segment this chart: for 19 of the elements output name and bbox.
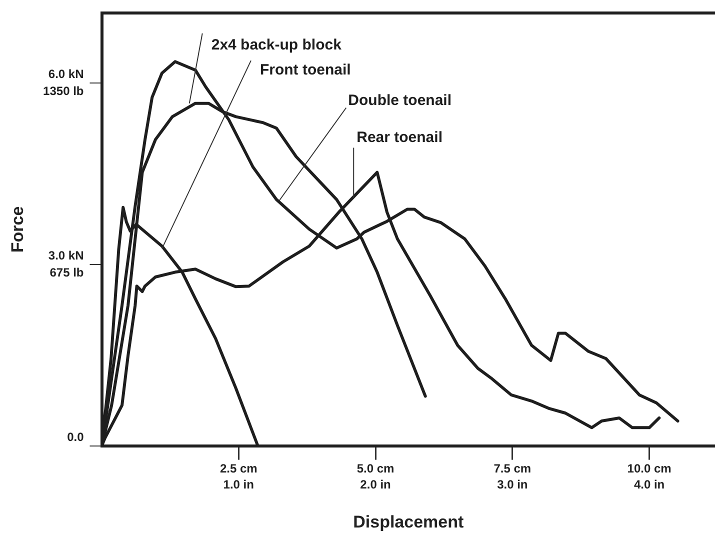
y2-tick-label: 675 lb bbox=[50, 266, 84, 280]
annotation: Double toenail bbox=[348, 92, 452, 109]
y-tick-label: 0.0 bbox=[67, 430, 84, 444]
annotation: Front toenail bbox=[260, 62, 351, 79]
x-tick-label: 10.0 cm bbox=[627, 461, 672, 476]
x2-tick-label: 2.0 in bbox=[360, 478, 391, 492]
x-axis-title: Displacement bbox=[353, 512, 464, 532]
x-tick-label: 5.0 cm bbox=[356, 461, 394, 476]
y2-tick-label: 1350 lb bbox=[43, 84, 84, 98]
y2-axis-title: Force bbox=[8, 206, 27, 253]
y-tick-label: 6.0 kN bbox=[48, 67, 84, 82]
annotation: 2x4 back-up block bbox=[211, 36, 342, 54]
x-tick-label: 2.5 cm bbox=[220, 461, 258, 476]
y-tick-label: 3.0 kN bbox=[48, 248, 84, 263]
x2-tick-label: 1.0 in bbox=[223, 478, 254, 492]
x-tick-label: 7.5 cm bbox=[494, 461, 532, 476]
x2-tick-label: 3.0 in bbox=[497, 478, 528, 492]
annotation: Rear toenail bbox=[356, 128, 442, 146]
x2-tick-label: 4.0 in bbox=[634, 478, 665, 492]
